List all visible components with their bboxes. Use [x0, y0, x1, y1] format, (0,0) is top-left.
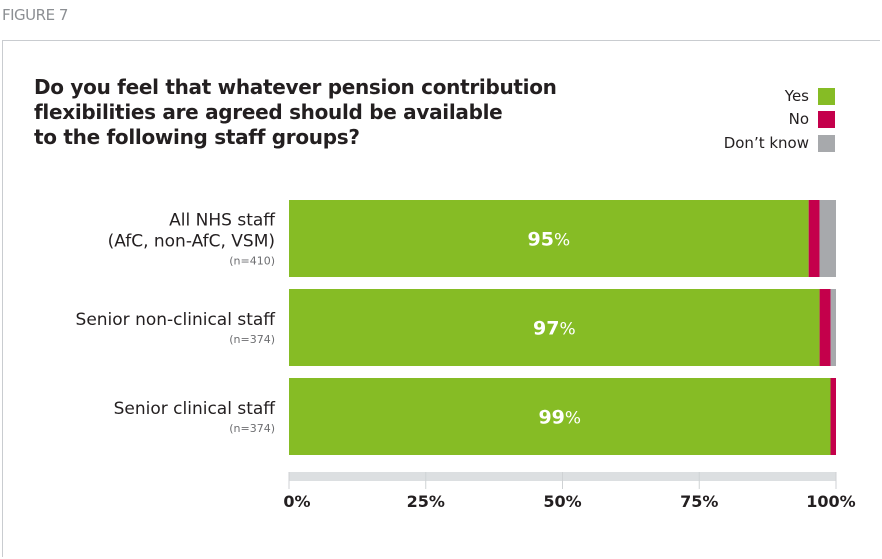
chart-title: Do you feel that whatever pension contri…	[34, 75, 594, 150]
bar-segment-no	[819, 289, 831, 366]
x-tick-label: 100%	[806, 492, 855, 511]
legend-swatch	[818, 87, 835, 105]
data-label: 97%	[533, 318, 576, 340]
chart-title-line: to the following staff groups?	[34, 125, 360, 149]
bar-segment-don-t-know	[819, 200, 836, 277]
figure-frame	[2, 40, 880, 557]
x-tick-label: 75%	[680, 492, 718, 511]
legend-item-no: No	[789, 109, 835, 129]
sample-size-label: (n=410)	[229, 255, 275, 268]
chart-title-line: Do you feel that whatever pension contri…	[34, 75, 557, 99]
bar-segment-don-t-know	[830, 289, 836, 366]
bar-segment-no	[808, 200, 820, 277]
data-label: 99%	[538, 407, 581, 429]
bar-segment-yes	[289, 200, 809, 277]
bar-segment-yes	[289, 378, 831, 455]
sample-size-label: (n=374)	[229, 333, 275, 346]
legend-swatch	[818, 110, 835, 128]
category-label: (AfC, non-AfC, VSM)	[108, 232, 275, 252]
data-label: 95%	[528, 229, 571, 251]
figure-label: FIGURE 7	[2, 6, 68, 24]
category-label: All NHS staff	[169, 211, 276, 231]
bar-segment-no	[830, 378, 836, 455]
legend-label: No	[788, 110, 809, 128]
legend-item-dont-know: Don’t know	[724, 133, 835, 153]
legend-item-yes: Yes	[785, 86, 835, 106]
category-label: Senior clinical staff	[114, 399, 277, 419]
x-tick-label: 0%	[283, 492, 310, 511]
legend-label: Yes	[784, 87, 809, 105]
chart-title-line: flexibilities are agreed should be avail…	[34, 100, 503, 124]
bar-segment-yes	[289, 289, 820, 366]
x-tick-label: 50%	[543, 492, 581, 511]
category-label: Senior non-clinical staff	[76, 310, 277, 330]
x-tick-label: 25%	[407, 492, 445, 511]
legend-swatch	[818, 134, 835, 152]
sample-size-label: (n=374)	[229, 422, 275, 435]
legend-label: Don’t know	[723, 134, 809, 152]
